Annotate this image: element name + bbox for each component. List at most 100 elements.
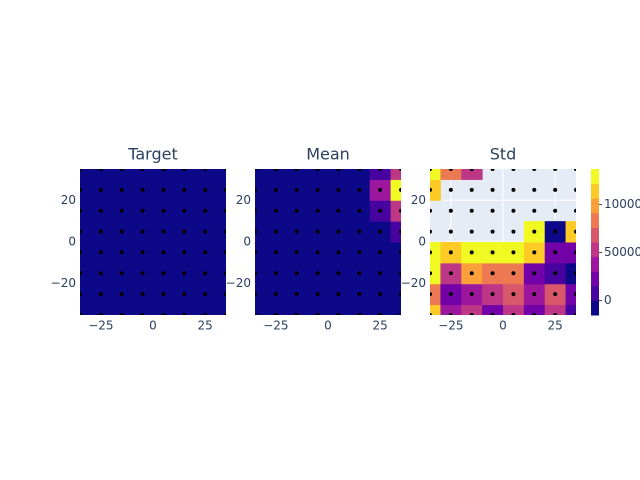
sample-point — [294, 271, 299, 276]
sample-point — [399, 271, 401, 276]
sample-point — [448, 292, 453, 297]
contour-cell — [503, 304, 525, 315]
sample-point — [553, 187, 558, 192]
sample-point — [98, 250, 103, 255]
contour-cell — [565, 283, 576, 306]
sample-point — [255, 292, 257, 297]
contour-cell — [565, 242, 576, 264]
contour-cell — [255, 262, 266, 285]
sample-point — [553, 208, 558, 213]
y-tick-label: −20 — [226, 276, 251, 290]
contour-cell — [215, 179, 226, 201]
sample-point — [336, 208, 341, 213]
sample-point — [224, 187, 226, 192]
sample-point — [315, 313, 320, 315]
sample-point — [574, 229, 576, 234]
x-tick-label: 0 — [499, 319, 507, 333]
sample-point — [80, 271, 82, 276]
contour-cell — [255, 179, 266, 201]
points — [80, 169, 226, 315]
sample-point — [255, 169, 257, 171]
contour-cell — [390, 262, 401, 285]
sample-point — [357, 271, 362, 276]
contour-cell — [265, 169, 287, 180]
sample-point — [255, 229, 257, 234]
sample-point — [553, 313, 558, 315]
sample-point — [315, 250, 320, 255]
sample-point — [574, 250, 576, 255]
contour-cell — [215, 262, 226, 285]
sample-point — [469, 271, 474, 276]
sample-point — [430, 292, 432, 297]
sample-point — [182, 208, 187, 213]
sample-point — [255, 271, 257, 276]
contour-cell — [173, 304, 196, 315]
contour-cell — [328, 169, 350, 180]
contour-cell — [255, 283, 266, 306]
contour-cell — [80, 262, 91, 285]
sample-point — [182, 250, 187, 255]
contour-cell — [215, 200, 226, 222]
contour-cell — [390, 242, 401, 264]
sample-point — [273, 187, 278, 192]
sample-point — [490, 208, 495, 213]
sample-point — [80, 169, 82, 171]
sample-point — [532, 229, 537, 234]
colorbar-band — [591, 285, 599, 301]
sample-point — [336, 292, 341, 297]
sample-point — [378, 271, 383, 276]
sample-point — [378, 169, 383, 171]
contour-cell — [565, 221, 576, 243]
contour-cell — [461, 304, 483, 315]
sample-point — [553, 292, 558, 297]
sample-point — [98, 313, 103, 315]
contour-cell — [440, 304, 462, 315]
contour-cell — [90, 169, 112, 180]
x-tick-label: 25 — [548, 319, 563, 333]
sample-point — [140, 187, 145, 192]
sample-point — [273, 169, 278, 171]
sample-point — [161, 292, 166, 297]
sample-point — [161, 250, 166, 255]
sample-point — [430, 208, 432, 213]
contour-cell — [80, 242, 91, 264]
contour-cell — [173, 169, 196, 180]
sample-point — [448, 313, 453, 315]
contour-cell — [430, 304, 441, 315]
sample-point — [430, 187, 432, 192]
sample-point — [532, 208, 537, 213]
y-tick-label: 20 — [411, 193, 426, 207]
sample-point — [80, 292, 82, 297]
sample-point — [119, 187, 124, 192]
contour-cell — [80, 169, 91, 180]
sample-point — [98, 229, 103, 234]
sample-point — [140, 250, 145, 255]
sample-point — [490, 292, 495, 297]
sample-point — [182, 313, 187, 315]
sample-point — [430, 313, 432, 315]
sample-point — [98, 271, 103, 276]
subplot-title: Mean — [306, 145, 350, 164]
contour-cell — [390, 283, 401, 306]
colorbar-band — [591, 169, 599, 185]
sample-point — [161, 229, 166, 234]
contour-cell — [80, 283, 91, 306]
sample-point — [490, 271, 495, 276]
x-tick-label: −25 — [88, 319, 113, 333]
sample-point — [203, 208, 208, 213]
contour-cell — [440, 169, 462, 180]
sample-point — [203, 250, 208, 255]
contour-cell — [430, 242, 441, 264]
contour-cells — [255, 169, 401, 315]
sample-point — [182, 187, 187, 192]
sample-point — [224, 208, 226, 213]
subplot-title: Target — [127, 145, 178, 164]
contour-cell — [265, 304, 287, 315]
sample-point — [315, 187, 320, 192]
sample-point — [315, 208, 320, 213]
sample-point — [378, 313, 383, 315]
y-tick-label: 0 — [243, 235, 251, 249]
sample-point — [224, 271, 226, 276]
sample-point — [336, 271, 341, 276]
sample-point — [532, 187, 537, 192]
